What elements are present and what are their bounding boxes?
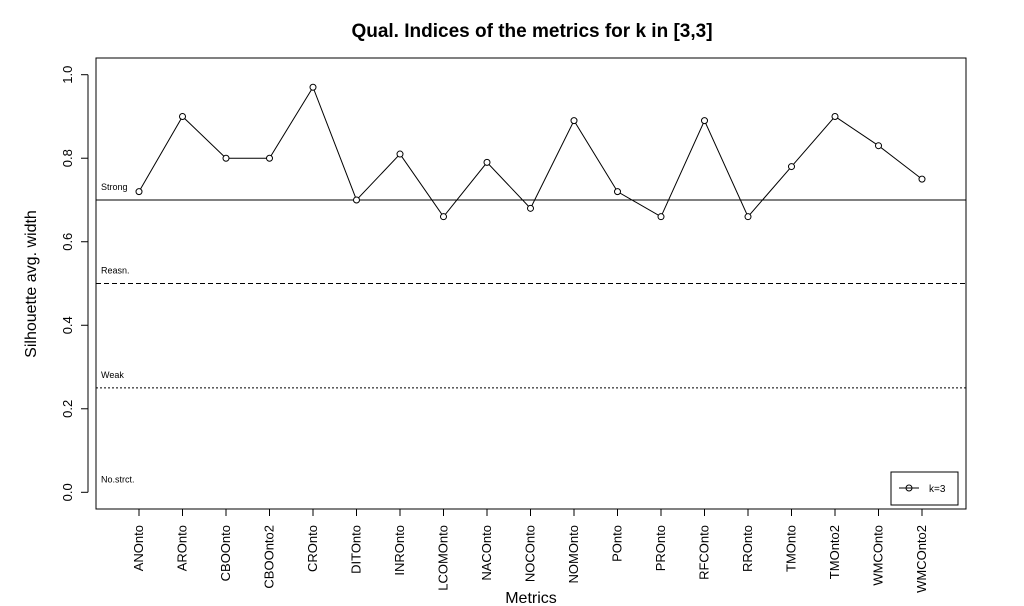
x-tick-label: WMCOnto — [871, 525, 886, 586]
x-axis-label: Metrics — [505, 590, 557, 606]
y-tick-label: 0.4 — [60, 316, 75, 334]
y-axis: 0.0 0.2 0.4 0.6 0.8 1.0 — [60, 66, 89, 501]
data-point — [788, 163, 795, 171]
x-tick-label: NACOnto — [479, 525, 494, 581]
x-tick-label: NOMOnto — [566, 525, 581, 584]
data-point — [396, 150, 404, 158]
legend: k=3 — [890, 471, 959, 506]
data-point — [570, 117, 578, 125]
data-point — [222, 154, 230, 162]
data-point — [353, 196, 360, 204]
y-tick-label: 1.0 — [60, 66, 75, 84]
data-point — [744, 213, 752, 221]
y-tick-label: 0.2 — [60, 400, 75, 418]
legend-label: k=3 — [929, 484, 946, 495]
x-tick-label: RROnto — [740, 525, 755, 572]
x-tick-label: ANOnto — [131, 525, 146, 571]
x-tick-label: WMCOnto2 — [914, 525, 929, 593]
reference-label: Reasn. — [101, 266, 130, 276]
data-point — [831, 112, 839, 120]
x-axis: ANOnto AROnto CBOOnto CBOOnto2 CROnto DITOnto… — [131, 508, 929, 593]
data-point — [657, 213, 665, 221]
x-tick-label: PROnto — [653, 525, 668, 571]
data-point — [135, 188, 143, 196]
x-tick-label: DITOnto — [349, 525, 364, 574]
x-tick-label: LCOMOnto — [436, 525, 451, 591]
x-tick-label: CBOOnto — [218, 525, 233, 581]
reference-label: Weak — [101, 370, 124, 380]
data-point — [483, 158, 491, 166]
data-point — [918, 175, 926, 183]
reference-label: No.strct. — [101, 474, 135, 484]
x-tick-label: INROnto — [392, 525, 407, 576]
data-point — [179, 112, 186, 120]
chart-title: Qual. Indices of the metrics for k in [3… — [351, 21, 712, 42]
data-series — [135, 83, 926, 221]
x-tick-label: CBOOnto2 — [262, 525, 277, 589]
data-point — [266, 154, 273, 162]
x-tick-label: AROnto — [175, 525, 190, 571]
data-point — [875, 142, 882, 150]
data-point — [701, 117, 708, 125]
x-tick-label: RFCOnto — [697, 525, 712, 580]
series-line — [138, 86, 923, 218]
legend-marker — [905, 484, 913, 492]
data-point — [527, 204, 534, 212]
reference-lines: Strong Reasn. Weak No.strct. — [96, 182, 966, 484]
x-tick-label: POnto — [610, 525, 625, 562]
data-point — [309, 83, 317, 91]
y-axis-label: Silhouette avg. width — [23, 210, 40, 358]
x-tick-label: TMOnto — [784, 525, 799, 572]
x-tick-label: CROnto — [305, 525, 320, 572]
x-tick-label: NOCOnto — [523, 525, 538, 582]
y-tick-label: 0.6 — [60, 233, 75, 251]
data-point — [614, 188, 621, 196]
y-tick-label: 0.0 — [60, 483, 75, 501]
data-point — [440, 213, 447, 221]
y-tick-label: 0.8 — [60, 149, 75, 167]
x-tick-label: TMOnto2 — [827, 525, 842, 579]
reference-label: Strong — [101, 182, 128, 192]
